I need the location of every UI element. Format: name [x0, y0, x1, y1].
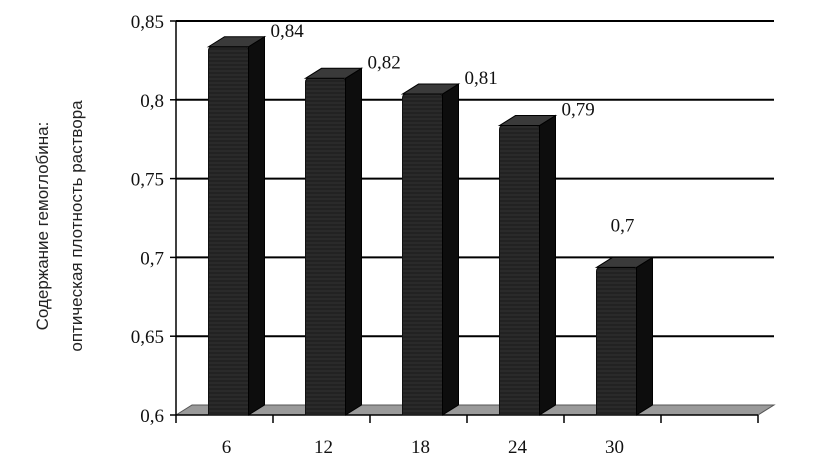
- x-tick-label: 12: [314, 437, 333, 458]
- y-axis-title-line-2: оптическая плотность раствора: [67, 100, 86, 352]
- chart-floor: [174, 404, 776, 416]
- bar-top: [206, 36, 267, 48]
- data-labels: 0,84 0,82 0,81 0,79 0,7: [271, 21, 635, 237]
- bar: [400, 83, 461, 416]
- data-label: 0,84: [271, 21, 305, 42]
- gridlines: [176, 20, 774, 338]
- data-label: 0,81: [465, 68, 498, 89]
- bar: [497, 114, 558, 416]
- bar-side: [636, 256, 653, 416]
- bar-front: [402, 93, 443, 416]
- y-tick-label: 0,6: [140, 406, 164, 427]
- data-label: 0,82: [368, 52, 401, 73]
- bar: [594, 256, 655, 416]
- floor-plane: [174, 404, 776, 416]
- bar-top: [400, 83, 461, 95]
- x-tick-label: 30: [605, 437, 624, 458]
- data-label: 0,79: [562, 100, 595, 121]
- bars: [206, 35, 655, 416]
- x-tick-label: 18: [411, 437, 430, 458]
- x-tick-label: 24: [508, 437, 528, 458]
- bar-side: [442, 83, 459, 416]
- bar-top: [303, 67, 364, 79]
- bar-top: [497, 115, 558, 127]
- data-label: 0,7: [611, 215, 635, 236]
- bar-front: [305, 77, 346, 416]
- bar-side: [345, 67, 362, 416]
- y-tick-label: 0,85: [131, 12, 164, 33]
- y-tick-label: 0,7: [140, 248, 164, 269]
- bar-front: [208, 46, 249, 416]
- tick-labels: 0,6 0,65 0,7 0,75 0,8 0,85 6 12 18 24 30: [131, 12, 624, 458]
- y-axis-title: Содержание гемоглобина: оптическая плотн…: [33, 100, 86, 352]
- bar-top: [594, 256, 655, 268]
- bar: [303, 67, 364, 416]
- y-tick-label: 0,8: [140, 91, 164, 112]
- bar-side: [248, 35, 265, 416]
- y-tick-label: 0,75: [131, 170, 164, 191]
- y-tick-label: 0,65: [131, 327, 164, 348]
- axes: [170, 20, 759, 423]
- bar-side: [539, 114, 556, 416]
- x-tick-label: 6: [222, 437, 232, 458]
- bar-front: [499, 125, 540, 416]
- bar: [206, 35, 267, 416]
- bar-front: [596, 266, 637, 416]
- y-axis-title-line-1: Содержание гемоглобина:: [33, 122, 52, 331]
